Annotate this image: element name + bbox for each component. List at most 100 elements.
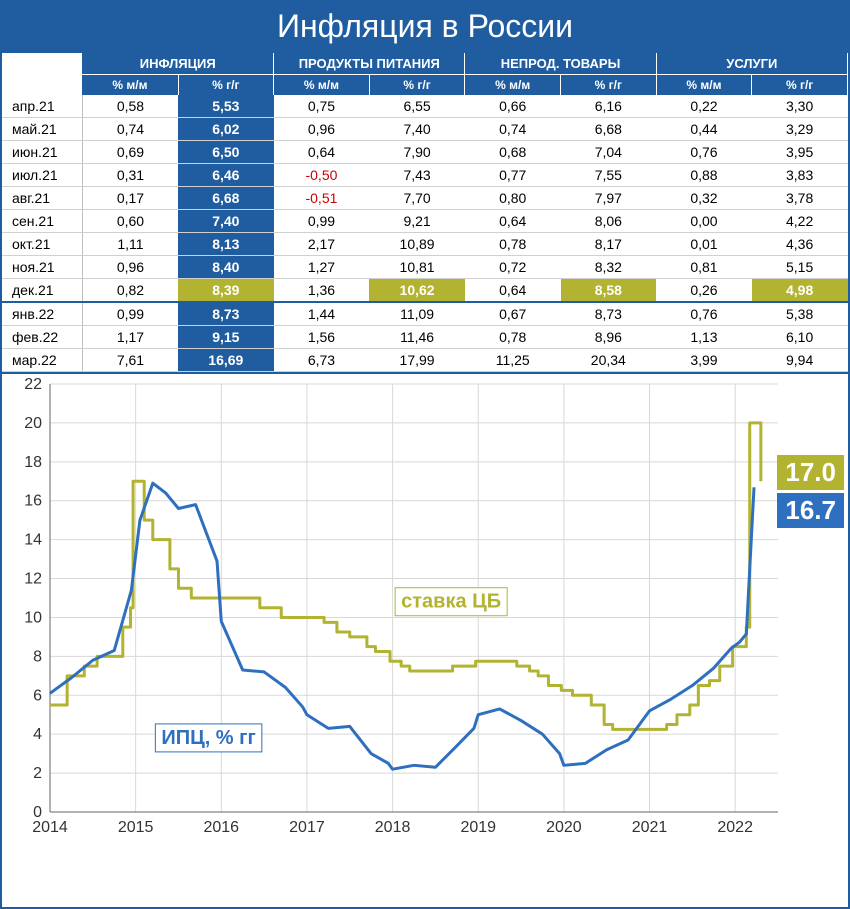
inflation-chart: 0246810121416182022201420152016201720182…	[2, 372, 848, 846]
sub-header	[2, 75, 82, 96]
cell: 0,31	[82, 164, 178, 187]
cell: 8,39	[178, 279, 274, 303]
cell: 0,96	[274, 118, 370, 141]
cell: 8,17	[561, 233, 657, 256]
cell: 8,40	[178, 256, 274, 279]
row-month: июл.21	[2, 164, 82, 187]
cell: 0,75	[274, 95, 370, 118]
cell: 8,32	[561, 256, 657, 279]
cell: 6,50	[178, 141, 274, 164]
cell: 9,94	[752, 349, 848, 372]
row-month: окт.21	[2, 233, 82, 256]
sub-header: % м/м	[82, 75, 178, 96]
row-month: янв.22	[2, 302, 82, 326]
svg-text:4: 4	[33, 726, 42, 743]
inflation-table: ИНФЛЯЦИЯПРОДУКТЫ ПИТАНИЯНЕПРОД. ТОВАРЫУС…	[2, 53, 848, 372]
svg-text:12: 12	[24, 571, 42, 588]
cell: 6,02	[178, 118, 274, 141]
cell: 0,88	[656, 164, 752, 187]
cell: 0,78	[465, 326, 561, 349]
cell: 7,90	[369, 141, 465, 164]
cell: 1,17	[82, 326, 178, 349]
sub-header: % м/м	[465, 75, 561, 96]
cell: 0,74	[465, 118, 561, 141]
svg-text:ставка ЦБ: ставка ЦБ	[401, 591, 501, 613]
cell: 5,53	[178, 95, 274, 118]
cell: 3,99	[656, 349, 752, 372]
cell: 7,43	[369, 164, 465, 187]
cell: 0,96	[82, 256, 178, 279]
cell: -0,51	[274, 187, 370, 210]
cell: 0,68	[465, 141, 561, 164]
cell: 0,64	[465, 210, 561, 233]
row-month: мар.22	[2, 349, 82, 372]
cell: 0,69	[82, 141, 178, 164]
cell: 6,46	[178, 164, 274, 187]
cell: 8,73	[178, 302, 274, 326]
cell: 1,56	[274, 326, 370, 349]
cell: 1,44	[274, 302, 370, 326]
cell: 17,99	[369, 349, 465, 372]
cell: 10,89	[369, 233, 465, 256]
group-header: НЕПРОД. ТОВАРЫ	[465, 53, 656, 75]
cell: 10,62	[369, 279, 465, 303]
cell: 9,21	[369, 210, 465, 233]
svg-text:ИПЦ, % гг: ИПЦ, % гг	[161, 727, 255, 749]
cell: 1,11	[82, 233, 178, 256]
cell: 9,15	[178, 326, 274, 349]
cell: 0,76	[656, 302, 752, 326]
sub-header: % м/м	[656, 75, 752, 96]
cell: 6,55	[369, 95, 465, 118]
cell: 8,06	[561, 210, 657, 233]
cell: 0,00	[656, 210, 752, 233]
sub-header: % г/г	[561, 75, 657, 96]
cell: 7,55	[561, 164, 657, 187]
svg-text:2: 2	[33, 765, 42, 782]
cell: 5,15	[752, 256, 848, 279]
cell: 1,13	[656, 326, 752, 349]
cell: 7,40	[369, 118, 465, 141]
cell: 0,81	[656, 256, 752, 279]
end-value-cpi: 16.7	[777, 493, 844, 528]
cell: 0,99	[274, 210, 370, 233]
cell: 8,96	[561, 326, 657, 349]
cell: 0,77	[465, 164, 561, 187]
cell: 0,58	[82, 95, 178, 118]
svg-text:22: 22	[24, 376, 42, 393]
cell: 4,36	[752, 233, 848, 256]
cell: -0,50	[274, 164, 370, 187]
cell: 7,97	[561, 187, 657, 210]
sub-header: % г/г	[369, 75, 465, 96]
cell: 2,17	[274, 233, 370, 256]
cell: 16,69	[178, 349, 274, 372]
cell: 6,16	[561, 95, 657, 118]
svg-text:10: 10	[24, 609, 42, 626]
row-month: сен.21	[2, 210, 82, 233]
row-month: ноя.21	[2, 256, 82, 279]
sub-header: % г/г	[752, 75, 848, 96]
cell: 3,83	[752, 164, 848, 187]
cell: 0,67	[465, 302, 561, 326]
cell: 3,30	[752, 95, 848, 118]
svg-text:20: 20	[24, 415, 42, 432]
cell: 0,26	[656, 279, 752, 303]
cell: 0,72	[465, 256, 561, 279]
cell: 11,25	[465, 349, 561, 372]
row-month: дек.21	[2, 279, 82, 303]
cell: 7,40	[178, 210, 274, 233]
svg-text:8: 8	[33, 648, 42, 665]
row-month: авг.21	[2, 187, 82, 210]
cell: 6,68	[178, 187, 274, 210]
cell: 8,13	[178, 233, 274, 256]
svg-text:2022: 2022	[717, 819, 753, 836]
cell: 0,74	[82, 118, 178, 141]
cell: 0,66	[465, 95, 561, 118]
svg-text:2016: 2016	[203, 819, 239, 836]
cell: 0,64	[274, 141, 370, 164]
cell: 8,58	[561, 279, 657, 303]
cell: 0,78	[465, 233, 561, 256]
cell: 0,76	[656, 141, 752, 164]
svg-text:2019: 2019	[460, 819, 496, 836]
cell: 1,36	[274, 279, 370, 303]
svg-text:2018: 2018	[375, 819, 411, 836]
